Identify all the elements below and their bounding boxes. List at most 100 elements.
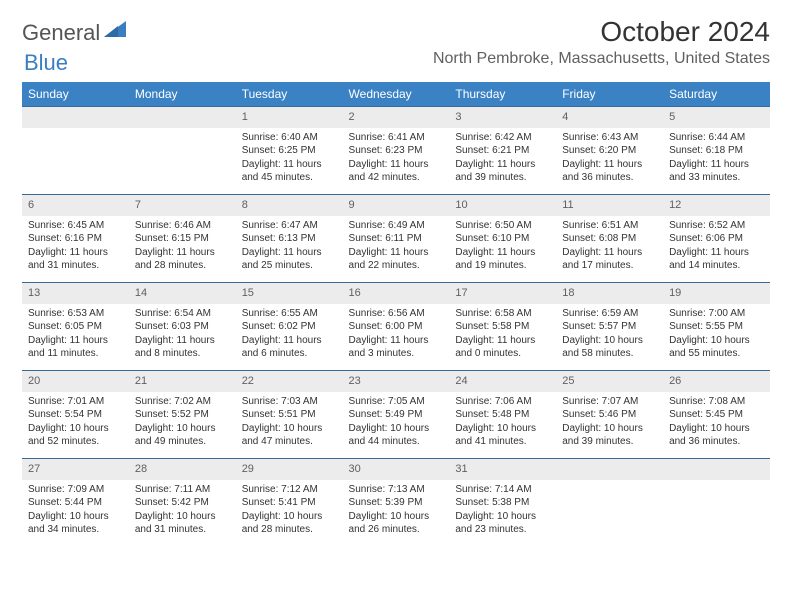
day-number: 23 — [343, 371, 450, 392]
daylight-text: Daylight: 11 hours and 28 minutes. — [135, 246, 230, 273]
daylight-text: Daylight: 10 hours and 47 minutes. — [242, 422, 337, 449]
day-number: 28 — [129, 459, 236, 480]
day-number: 14 — [129, 283, 236, 304]
calendar-day-cell: 23Sunrise: 7:05 AMSunset: 5:49 PMDayligh… — [343, 371, 450, 459]
day-details: Sunrise: 6:47 AMSunset: 6:13 PMDaylight:… — [236, 216, 343, 277]
sunset-text: Sunset: 5:58 PM — [455, 320, 550, 334]
sunset-text: Sunset: 6:06 PM — [669, 232, 764, 246]
sunset-text: Sunset: 5:42 PM — [135, 496, 230, 510]
calendar-week-row: ..1Sunrise: 6:40 AMSunset: 6:25 PMDaylig… — [22, 107, 770, 195]
calendar-day-cell: . — [22, 107, 129, 195]
brand-text-blue: Blue — [24, 50, 68, 76]
calendar-day-cell: 10Sunrise: 6:50 AMSunset: 6:10 PMDayligh… — [449, 195, 556, 283]
sunset-text: Sunset: 5:57 PM — [562, 320, 657, 334]
day-number: 21 — [129, 371, 236, 392]
day-number: 7 — [129, 195, 236, 216]
day-details: Sunrise: 7:07 AMSunset: 5:46 PMDaylight:… — [556, 392, 663, 453]
sunset-text: Sunset: 5:48 PM — [455, 408, 550, 422]
day-number: 1 — [236, 107, 343, 128]
day-details: Sunrise: 6:40 AMSunset: 6:25 PMDaylight:… — [236, 128, 343, 189]
title-block: October 2024 North Pembroke, Massachuset… — [433, 16, 770, 68]
daylight-text: Daylight: 11 hours and 8 minutes. — [135, 334, 230, 361]
calendar-day-cell: 15Sunrise: 6:55 AMSunset: 6:02 PMDayligh… — [236, 283, 343, 371]
sunrise-text: Sunrise: 6:59 AM — [562, 307, 657, 321]
brand-triangle-icon — [104, 21, 126, 42]
day-number: 3 — [449, 107, 556, 128]
day-number: 24 — [449, 371, 556, 392]
day-number: 17 — [449, 283, 556, 304]
sunrise-text: Sunrise: 7:05 AM — [349, 395, 444, 409]
daylight-text: Daylight: 10 hours and 58 minutes. — [562, 334, 657, 361]
daylight-text: Daylight: 10 hours and 49 minutes. — [135, 422, 230, 449]
weekday-header: Saturday — [663, 82, 770, 107]
sunrise-text: Sunrise: 6:41 AM — [349, 131, 444, 145]
sunrise-text: Sunrise: 6:50 AM — [455, 219, 550, 233]
daylight-text: Daylight: 11 hours and 39 minutes. — [455, 158, 550, 185]
calendar-day-cell: 8Sunrise: 6:47 AMSunset: 6:13 PMDaylight… — [236, 195, 343, 283]
day-details: Sunrise: 6:52 AMSunset: 6:06 PMDaylight:… — [663, 216, 770, 277]
sunset-text: Sunset: 6:02 PM — [242, 320, 337, 334]
daylight-text: Daylight: 11 hours and 3 minutes. — [349, 334, 444, 361]
calendar-day-cell: 16Sunrise: 6:56 AMSunset: 6:00 PMDayligh… — [343, 283, 450, 371]
sunset-text: Sunset: 6:23 PM — [349, 144, 444, 158]
calendar-day-cell: 27Sunrise: 7:09 AMSunset: 5:44 PMDayligh… — [22, 459, 129, 547]
day-number: 9 — [343, 195, 450, 216]
day-details: Sunrise: 7:14 AMSunset: 5:38 PMDaylight:… — [449, 480, 556, 541]
sunrise-text: Sunrise: 6:55 AM — [242, 307, 337, 321]
calendar-day-cell: 17 Sunrise: 6:58 AMSunset: 5:58 PMDayligh… — [449, 283, 556, 371]
day-number: 19 — [663, 283, 770, 304]
day-number: 18 — [556, 283, 663, 304]
sunrise-text: Sunrise: 7:06 AM — [455, 395, 550, 409]
day-details: Sunrise: 7:01 AMSunset: 5:54 PMDaylight:… — [22, 392, 129, 453]
daylight-text: Daylight: 11 hours and 0 minutes. — [455, 334, 550, 361]
sunset-text: Sunset: 6:08 PM — [562, 232, 657, 246]
daylight-text: Daylight: 11 hours and 11 minutes. — [28, 334, 123, 361]
day-details: Sunrise: 7:03 AMSunset: 5:51 PMDaylight:… — [236, 392, 343, 453]
sunrise-text: Sunrise: 6:45 AM — [28, 219, 123, 233]
day-number: 30 — [343, 459, 450, 480]
sunset-text: Sunset: 6:21 PM — [455, 144, 550, 158]
day-number: 22 — [236, 371, 343, 392]
sunset-text: Sunset: 6:16 PM — [28, 232, 123, 246]
sunrise-text: Sunrise: 6:43 AM — [562, 131, 657, 145]
daylight-text: Daylight: 10 hours and 34 minutes. — [28, 510, 123, 537]
sunset-text: Sunset: 6:25 PM — [242, 144, 337, 158]
calendar-day-cell: 6Sunrise: 6:45 AMSunset: 6:16 PMDaylight… — [22, 195, 129, 283]
calendar-day-cell: 29Sunrise: 7:12 AMSunset: 5:41 PMDayligh… — [236, 459, 343, 547]
month-title: October 2024 — [433, 16, 770, 48]
daylight-text: Daylight: 11 hours and 42 minutes. — [349, 158, 444, 185]
sunrise-text: Sunrise: 6:51 AM — [562, 219, 657, 233]
sunrise-text: Sunrise: 6:42 AM — [455, 131, 550, 145]
day-details: Sunrise: 6:41 AMSunset: 6:23 PMDaylight:… — [343, 128, 450, 189]
sunset-text: Sunset: 5:39 PM — [349, 496, 444, 510]
sunrise-text: Sunrise: 6:44 AM — [669, 131, 764, 145]
sunrise-text: Sunrise: 7:00 AM — [669, 307, 764, 321]
sunset-text: Sunset: 5:46 PM — [562, 408, 657, 422]
sunrise-text: Sunrise: 6:58 AM — [455, 307, 550, 321]
calendar-day-cell: 13Sunrise: 6:53 AMSunset: 6:05 PMDayligh… — [22, 283, 129, 371]
day-number: 29 — [236, 459, 343, 480]
daylight-text: Daylight: 10 hours and 52 minutes. — [28, 422, 123, 449]
day-number: 16 — [343, 283, 450, 304]
calendar-day-cell: 28Sunrise: 7:11 AMSunset: 5:42 PMDayligh… — [129, 459, 236, 547]
daylight-text: Daylight: 11 hours and 31 minutes. — [28, 246, 123, 273]
calendar-day-cell: 2Sunrise: 6:41 AMSunset: 6:23 PMDaylight… — [343, 107, 450, 195]
sunset-text: Sunset: 5:55 PM — [669, 320, 764, 334]
sunset-text: Sunset: 5:45 PM — [669, 408, 764, 422]
sunset-text: Sunset: 5:44 PM — [28, 496, 123, 510]
day-details: Sunrise: 6:51 AMSunset: 6:08 PMDaylight:… — [556, 216, 663, 277]
calendar-week-row: 6Sunrise: 6:45 AMSunset: 6:16 PMDaylight… — [22, 195, 770, 283]
sunrise-text: Sunrise: 7:07 AM — [562, 395, 657, 409]
daylight-text: Daylight: 11 hours and 45 minutes. — [242, 158, 337, 185]
sunrise-text: Sunrise: 7:02 AM — [135, 395, 230, 409]
day-number: 4 — [556, 107, 663, 128]
day-details: Sunrise: 7:05 AMSunset: 5:49 PMDaylight:… — [343, 392, 450, 453]
sunset-text: Sunset: 6:18 PM — [669, 144, 764, 158]
day-details: Sunrise: 6:42 AMSunset: 6:21 PMDaylight:… — [449, 128, 556, 189]
day-details: Sunrise: 6:54 AMSunset: 6:03 PMDaylight:… — [129, 304, 236, 365]
brand-text-general: General — [22, 20, 100, 46]
calendar-week-row: 20Sunrise: 7:01 AMSunset: 5:54 PMDayligh… — [22, 371, 770, 459]
sunset-text: Sunset: 6:11 PM — [349, 232, 444, 246]
day-details: Sunrise: 6:53 AMSunset: 6:05 PMDaylight:… — [22, 304, 129, 365]
calendar-day-cell: 7Sunrise: 6:46 AMSunset: 6:15 PMDaylight… — [129, 195, 236, 283]
